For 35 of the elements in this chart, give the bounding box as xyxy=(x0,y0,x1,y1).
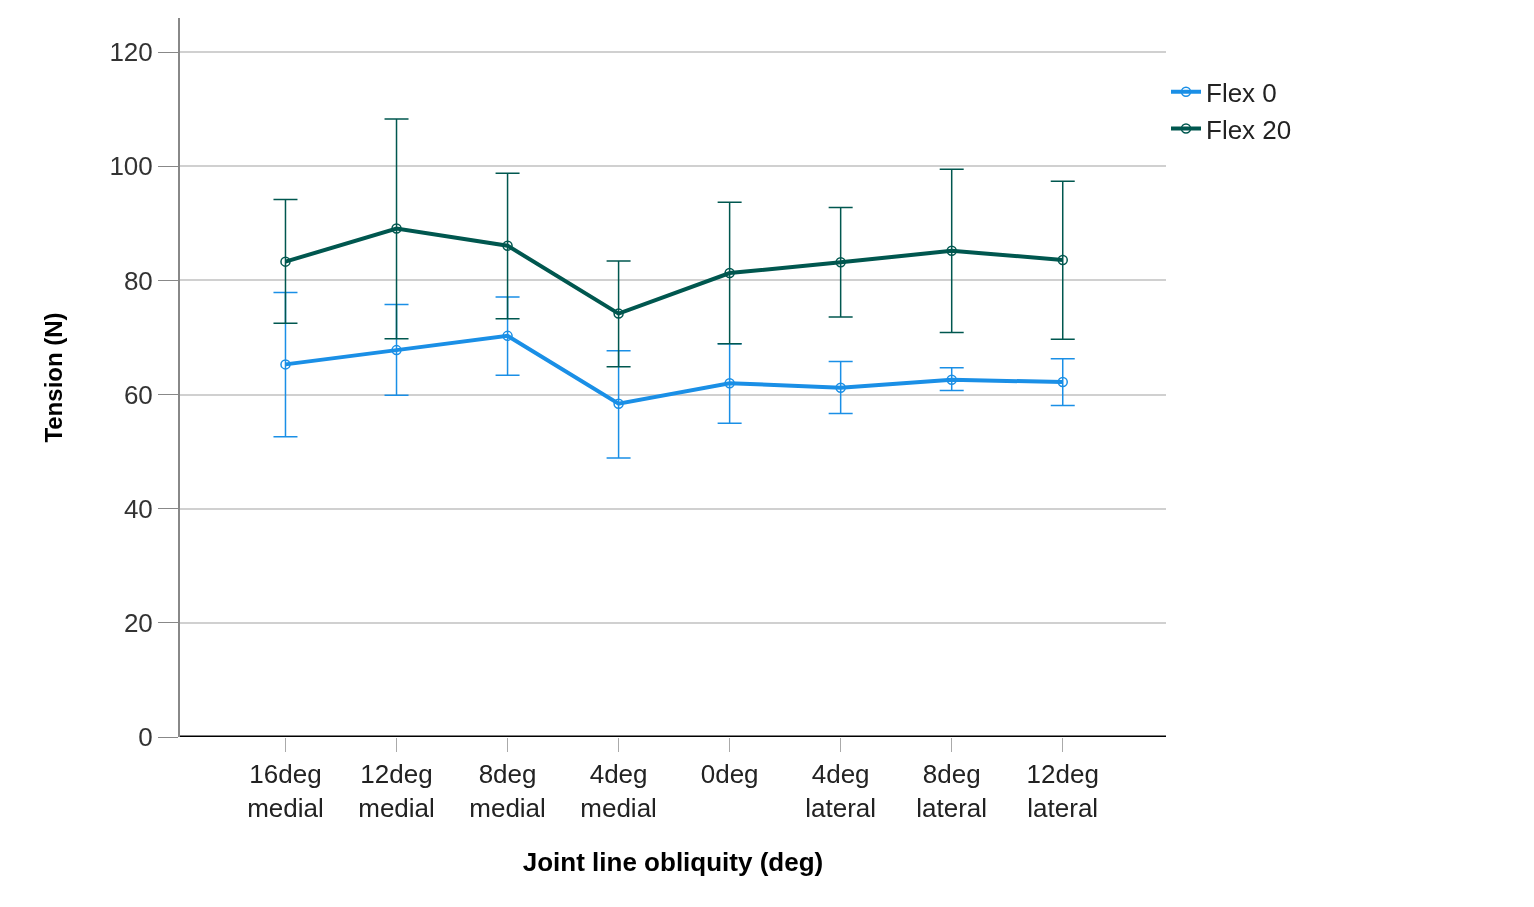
legend-label: Flex 20 xyxy=(1206,114,1292,145)
y-tick-label: 100 xyxy=(109,151,153,182)
y-axis-title: Tension (N) xyxy=(40,312,68,443)
point xyxy=(502,240,513,251)
point xyxy=(280,256,291,267)
x-tick-label: 12deg lateral xyxy=(1026,759,1099,823)
x-tick-label: 12deg medial xyxy=(358,759,435,823)
y-tick-label: 80 xyxy=(123,265,153,296)
y-tick-label: 0 xyxy=(138,722,153,753)
point xyxy=(502,330,513,342)
point xyxy=(613,308,624,319)
y-tick-label: 60 xyxy=(123,379,153,410)
y-tick-label: 20 xyxy=(123,607,153,638)
x-tick-label: 4deg medial xyxy=(580,759,657,823)
point xyxy=(613,398,624,409)
point xyxy=(391,344,402,356)
y-tick-label: 120 xyxy=(109,37,153,68)
point xyxy=(724,267,735,279)
point xyxy=(724,377,735,389)
x-tick-label: 8deg medial xyxy=(469,759,546,823)
point xyxy=(1057,376,1068,388)
point xyxy=(391,223,402,234)
legend-label: Flex 0 xyxy=(1206,77,1277,108)
y-tick-label: 40 xyxy=(123,493,153,524)
point xyxy=(280,359,291,370)
point xyxy=(946,374,957,386)
x-tick-label: 0deg xyxy=(700,759,759,790)
x-tick-label: 8deg lateral xyxy=(916,759,988,823)
x-tick-label: 4deg lateral xyxy=(805,759,877,823)
point xyxy=(835,256,846,268)
x-axis-title: Joint line obliquity (deg) xyxy=(522,846,824,877)
point xyxy=(1057,254,1068,266)
point xyxy=(835,382,846,394)
x-tick-label: 16deg medial xyxy=(247,759,324,823)
point xyxy=(946,245,957,257)
